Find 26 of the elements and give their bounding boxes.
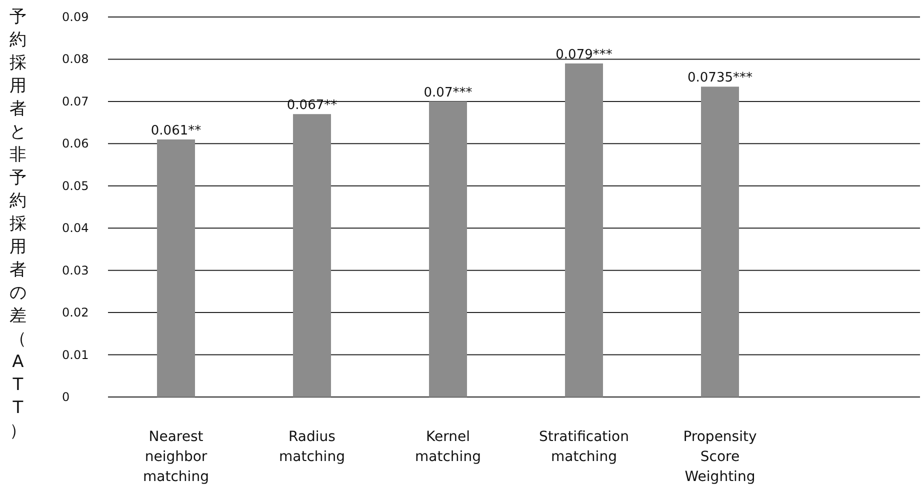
data-label: 0.067**: [286, 98, 338, 114]
bar: [293, 114, 331, 397]
y-tick-label: 0.09: [62, 10, 89, 24]
y-tick-label: 0.07: [62, 94, 89, 108]
y-tick-label: 0.02: [62, 306, 89, 320]
y-tick-label: 0.01: [62, 348, 89, 362]
y-tick-label: 0.04: [62, 221, 89, 236]
x-tick-label: Radius matching: [279, 429, 345, 465]
x-tick-label: Propensity Score Weighting: [683, 429, 757, 485]
bar: [701, 86, 739, 397]
x-tick-label: Stratification matching: [538, 429, 630, 465]
data-label: 0.07***: [424, 85, 473, 100]
y-tick-label: 0: [62, 390, 70, 404]
bar: [565, 63, 603, 397]
y-tick-label: 0.06: [62, 136, 89, 151]
data-label: 0.0735***: [688, 70, 753, 86]
y-tick-label: 0.05: [62, 178, 89, 193]
bar: [429, 101, 467, 397]
bar: [157, 139, 195, 397]
y-tick-label: 0.03: [62, 263, 89, 278]
x-tick-label: Nearest neighbor matching: [143, 429, 209, 485]
y-tick-label: 0.08: [62, 52, 89, 66]
data-label: 0.061**: [150, 123, 202, 138]
x-tick-label: Kernel matching: [415, 429, 481, 465]
data-label: 0.079***: [556, 47, 613, 62]
text: 予約採用者と非予約採用者の差（ATT）: [10, 7, 26, 441]
